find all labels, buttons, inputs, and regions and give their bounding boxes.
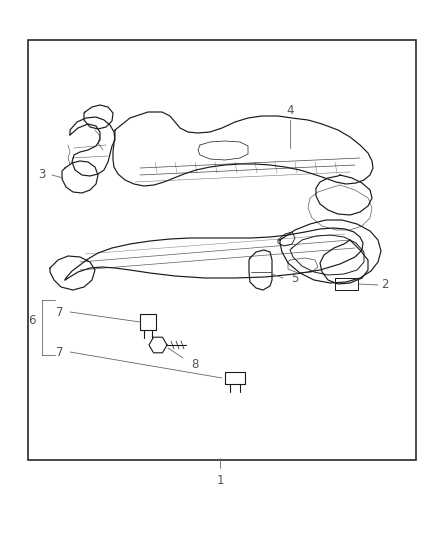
Text: 5: 5 xyxy=(291,271,299,285)
Text: 6: 6 xyxy=(28,313,36,327)
Text: 7: 7 xyxy=(56,305,64,319)
Text: 1: 1 xyxy=(216,473,224,487)
Text: 7: 7 xyxy=(56,345,64,359)
Text: 8: 8 xyxy=(191,359,199,372)
Text: 4: 4 xyxy=(286,103,294,117)
Text: 2: 2 xyxy=(381,279,389,292)
Text: 3: 3 xyxy=(38,168,46,182)
